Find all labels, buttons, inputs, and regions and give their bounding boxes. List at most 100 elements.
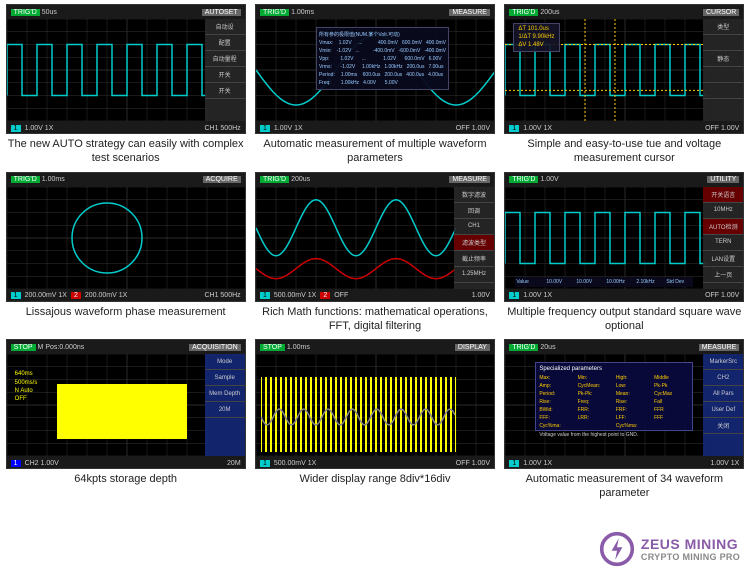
timebase: 1.00ms [287,344,310,351]
parameter-table: Specialized parametersMax:Min:High:Middl… [535,362,693,431]
menu-item[interactable]: All Pars [703,386,743,402]
menu-item[interactable]: 开关 [205,67,245,83]
acq-info: 640ms500ms/sN AutoOFF [15,370,38,404]
trigger-info: 1.00V 1X [711,460,740,467]
oscilloscope-screen: TRIG'D 1.00ms MEASURE 所有参的极限值(NUM.某个Volt… [255,4,495,134]
menu-item[interactable] [703,67,743,83]
menu-item[interactable]: 20M [205,402,245,418]
mode-label: CURSOR [703,9,739,16]
mode-label: MEASURE [449,176,490,183]
menu-item[interactable]: 开关语言 [703,187,743,203]
timebase: 1.00ms [42,176,65,183]
menu-item[interactable]: 回调 [454,203,494,219]
scope-header: TRIG'D 1.00V UTILITY [505,173,743,187]
menu-item[interactable]: CH1 [454,219,494,235]
mode-label: ACQUISITION [189,344,241,351]
trigger-status: TRIG'D [260,9,289,16]
menu-item[interactable]: 数字滤波 [454,187,494,203]
trigger-info: CH1 500Hz [204,125,240,132]
feature-caption: Simple and easy-to-use tue and voltage m… [504,137,744,166]
scope-header: TRIG'D 1.00ms ACQUIRE [7,173,245,187]
mode-label: DISPLAY [455,344,490,351]
stats-row: Value10.00V10.00V10.00Hz2.10kHzStd Dev [515,277,693,287]
oscilloscope-screen: TRIG'D 200us CURSOR ΔT 101.0us1/ΔT 9.90k… [504,4,744,134]
feature-caption: Lissajous waveform phase measurement [26,305,226,319]
scope-header: STOP 1.00ms DISPLAY [256,340,494,354]
scope-header: TRIG'D 20us MEASURE [505,340,743,354]
scope-header: TRIG'D 50us AUTOSET [7,5,245,19]
trigger-status: TRIG'D [509,9,538,16]
menu-item[interactable]: CH2 [703,370,743,386]
menu-item[interactable]: 滤波类型 [454,235,494,251]
menu-item[interactable]: 关闭 [703,418,743,434]
menu-item[interactable]: 类型 [703,19,743,35]
feature-cell: TRIG'D 200us MEASURE 数字滤波回调CH1滤波类型截止频率1.… [253,172,496,334]
scope-footer: 11.00V 1X CH1 500Hz [7,121,245,134]
mode-label: MEASURE [449,9,490,16]
side-menu: MarkerSrcCH2All ParsUser Def关闭 [703,354,743,456]
menu-item[interactable]: 静态 [703,51,743,67]
timebase: 1.00V [540,176,558,183]
logo-line1: ZEUS MINING [641,536,740,552]
waveform-memory-block [57,384,187,439]
scope-display: Specialized parametersMax:Min:High:Middl… [505,354,743,456]
measurement-table: 所有参的极限值(NUM.某个Volt.可动)Vmax:1.02V...400.0… [316,27,449,90]
feature-grid: TRIG'D 50us AUTOSET 自动设配置自动量程开关开关 11.00V… [0,0,750,505]
scope-header: TRIG'D 200us CURSOR [505,5,743,19]
trigger-info: 20M [227,460,241,467]
scope-header: STOP M Pos:0.000ns ACQUISITION [7,340,245,354]
trigger-info: OFF 1.00V [456,125,490,132]
menu-item[interactable] [703,35,743,51]
menu-item[interactable]: 1.25MHz [454,267,494,283]
oscilloscope-screen: TRIG'D 1.00ms ACQUIRE 1200.00mV 1X2200.0… [6,172,246,302]
menu-item[interactable]: 自动设 [205,19,245,35]
menu-item[interactable]: TERN [703,235,743,251]
trigger-info: OFF 1.00V [705,292,739,299]
menu-item[interactable]: 自动量程 [205,51,245,67]
oscilloscope-screen: TRIG'D 50us AUTOSET 自动设配置自动量程开关开关 11.00V… [6,4,246,134]
trigger-status: TRIG'D [509,344,538,351]
menu-item[interactable] [703,83,743,99]
scope-footer: 11.00V 1X OFF 1.00V [505,121,743,134]
side-menu: 开关语言10MHzAUTO检测TERNLAN设置上一页 [703,187,743,289]
side-menu: ModeSampleMem Depth20M [205,354,245,456]
feature-cell: TRIG'D 1.00ms ACQUIRE 1200.00mV 1X2200.0… [4,172,247,334]
menu-item[interactable]: AUTO检测 [703,219,743,235]
scope-display: 自动设配置自动量程开关开关 [7,19,245,121]
feature-cell: TRIG'D 20us MEASURE Specialized paramete… [503,339,746,501]
scope-footer: 11.00V 1X 1.00V 1X [505,456,743,469]
menu-item[interactable]: LAN设置 [703,251,743,267]
oscilloscope-screen: STOP 1.00ms DISPLAY 1500.00mV 1X OFF 1.0… [255,339,495,469]
timebase: 20us [540,344,555,351]
menu-item[interactable]: 配置 [205,35,245,51]
scope-footer: 1CH2 1.00V 20M [7,456,245,469]
feature-caption: Multiple frequency output standard squar… [504,305,744,334]
scope-header: TRIG'D 200us MEASURE [256,173,494,187]
feature-caption: Automatic measurement of multiple wavefo… [255,137,495,166]
menu-item[interactable]: MarkerSrc [703,354,743,370]
trigger-status: TRIG'D [11,9,40,16]
zeus-logo: ZEUS MINING CRYPTO MINING PRO [599,531,740,567]
feature-cell: TRIG'D 1.00ms MEASURE 所有参的极限值(NUM.某个Volt… [253,4,496,166]
trigger-info: CH1 500Hz [204,292,240,299]
menu-item[interactable]: 上一页 [703,267,743,283]
feature-caption: The new AUTO strategy can easily with co… [6,137,246,166]
menu-item[interactable]: Mem Depth [205,386,245,402]
feature-cell: STOP M Pos:0.000ns ACQUISITION 640ms500m… [4,339,247,501]
feature-caption: Rich Math functions: mathematical operat… [255,305,495,334]
side-menu: 数字滤波回调CH1滤波类型截止频率1.25MHz [454,187,494,289]
menu-item[interactable]: User Def [703,402,743,418]
side-menu: 类型静态 [703,19,743,121]
menu-item[interactable]: 10MHz [703,203,743,219]
menu-item[interactable]: Sample [205,370,245,386]
trigger-status: TRIG'D [509,176,538,183]
menu-item[interactable]: 开关 [205,83,245,99]
menu-item[interactable]: Mode [205,354,245,370]
oscilloscope-screen: STOP M Pos:0.000ns ACQUISITION 640ms500m… [6,339,246,469]
scope-display: ΔT 101.0us1/ΔT 9.90kHzΔV 1.48V类型静态 [505,19,743,121]
menu-item[interactable]: 截止频率 [454,251,494,267]
mode-label: AUTOSET [202,9,241,16]
timebase: M Pos:0.000ns [38,344,85,351]
trigger-info: OFF 1.00V [705,125,739,132]
trigger-status: TRIG'D [11,176,40,183]
